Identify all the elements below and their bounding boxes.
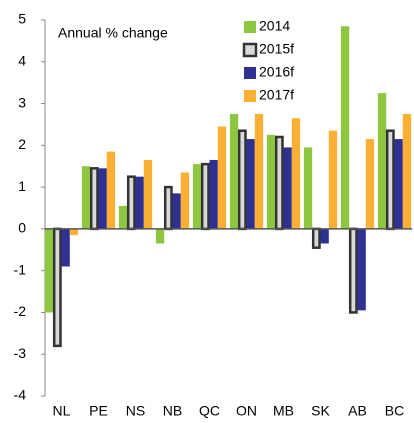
bar [357,228,366,311]
y-tick-label: 1 [18,178,26,194]
bar [377,93,387,229]
bar [365,139,375,229]
bar [163,185,173,231]
bar [246,139,255,229]
bar [217,126,227,229]
y-tick-label: -3 [14,345,27,361]
bar [155,228,165,244]
legend-swatch [242,42,258,58]
legend-swatch [244,67,256,79]
bar [266,134,276,229]
bar [209,159,218,229]
x-tick-label: QC [199,403,220,419]
legend-label: 2017f [259,87,294,103]
bar [106,151,116,229]
bar [340,26,350,229]
bar [328,130,338,229]
bar [394,139,403,229]
bar [385,129,395,231]
legend-swatch [244,21,256,33]
x-tick-label: NB [163,403,182,419]
bar [200,162,210,231]
x-tick-label: AB [348,403,367,419]
y-tick-label: 3 [18,94,26,110]
x-tick-label: PE [89,403,108,419]
x-tick-label: BC [385,403,404,419]
bar [135,176,144,229]
legend-label: 2014 [259,18,290,34]
bar [81,166,91,229]
bar [192,164,202,229]
y-tick-label: 4 [18,52,26,68]
x-tick-label: MB [273,403,294,419]
bar [143,159,153,229]
bar [44,228,54,313]
bar [311,227,321,249]
bar [303,147,313,229]
bar [283,147,292,229]
bar [402,114,412,229]
y-tick-label: 2 [18,136,26,152]
bar [348,227,358,314]
y-tick-label: -2 [14,303,27,319]
y-tick-label: 0 [18,220,26,236]
bar [254,114,264,229]
bar [69,228,79,236]
bar [89,167,99,231]
bar [274,135,284,231]
bar [98,168,107,229]
legend-label: 2016f [259,64,294,80]
legend-label: 2015f [259,41,294,57]
x-tick-label: ON [236,403,257,419]
x-tick-label: NS [126,403,145,419]
legend-swatch [244,90,256,102]
bar [320,228,329,244]
bar [180,172,190,229]
bar [126,175,136,231]
y-tick-label: 5 [18,11,26,27]
y-tick-label: -1 [14,261,27,277]
x-tick-label: NL [53,403,71,419]
bar [229,114,239,229]
bar [61,228,70,267]
bar [172,193,181,229]
chart-title: Annual % change [58,25,168,41]
x-tick-label: SK [311,403,330,419]
y-tick-label: -4 [14,387,27,403]
bar [118,205,128,229]
bar [52,227,62,348]
bar [237,129,247,231]
bar [291,118,301,229]
